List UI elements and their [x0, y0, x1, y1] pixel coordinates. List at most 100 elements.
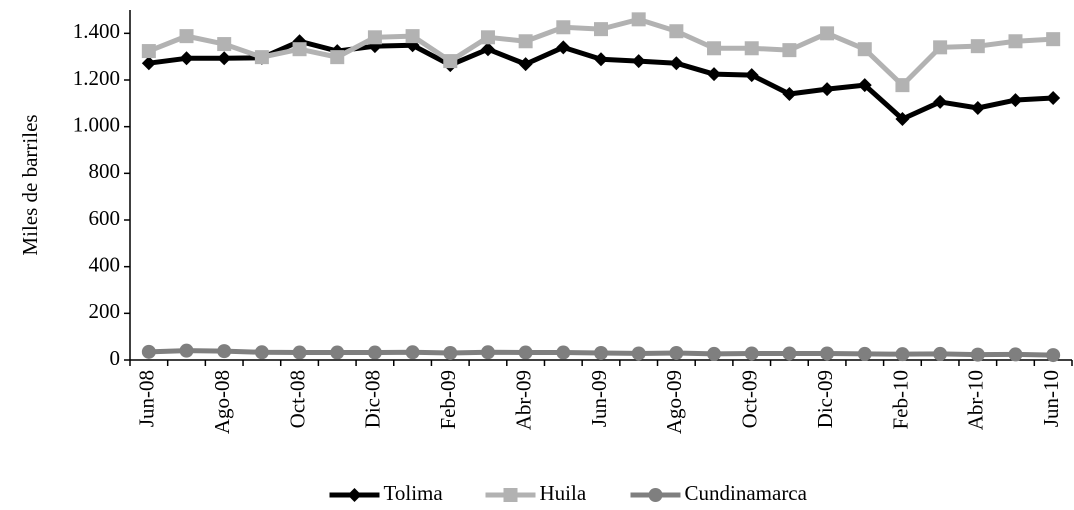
x-tick-label: Dic-09 — [813, 370, 837, 428]
marker — [1008, 347, 1023, 362]
marker — [556, 40, 571, 55]
legend-marker — [347, 488, 362, 502]
marker — [782, 87, 797, 101]
marker — [405, 29, 420, 44]
marker — [669, 346, 684, 360]
marker — [179, 343, 194, 358]
marker — [707, 41, 722, 56]
marker — [217, 51, 232, 66]
y-axis-label: Miles de barriles — [18, 114, 42, 255]
marker — [1008, 34, 1023, 49]
marker — [480, 42, 495, 57]
marker — [1046, 90, 1061, 105]
marker — [744, 41, 759, 56]
legend-label: Cundinamarca — [685, 481, 808, 505]
marker — [443, 346, 458, 360]
marker — [405, 345, 420, 360]
marker — [217, 37, 232, 52]
marker — [707, 67, 722, 82]
x-tick-label: Feb-09 — [436, 370, 460, 430]
marker — [669, 56, 684, 71]
marker — [179, 29, 194, 44]
legend: Tolima Huila Cundinamarca — [329, 481, 808, 505]
marker — [1046, 32, 1061, 47]
marker — [518, 34, 533, 49]
marker — [857, 78, 872, 93]
marker — [820, 82, 835, 97]
marker — [820, 26, 835, 41]
marker — [970, 347, 985, 362]
x-tick-label: Jun-10 — [1039, 370, 1063, 427]
marker — [782, 43, 797, 58]
marker — [330, 345, 345, 360]
x-tick-label: Ago-08 — [210, 370, 234, 434]
marker — [254, 50, 269, 65]
x-tick-label: Oct-08 — [285, 370, 309, 428]
marker — [292, 345, 307, 360]
x-tick-label: Oct-09 — [738, 370, 762, 428]
marker — [518, 345, 533, 360]
marker — [895, 78, 910, 93]
marker — [594, 346, 608, 360]
marker — [443, 54, 458, 69]
marker — [820, 346, 835, 361]
marker — [933, 40, 948, 55]
marker — [556, 20, 571, 35]
legend-label: Tolima — [384, 481, 444, 505]
marker — [141, 344, 156, 359]
marker — [895, 347, 910, 362]
marker — [631, 54, 646, 69]
marker — [141, 44, 156, 59]
marker — [631, 346, 646, 361]
x-tick-label: Abr-10 — [964, 370, 988, 430]
y-tick-label: 1.000 — [73, 112, 120, 136]
x-tick-label: Jun-08 — [135, 370, 159, 427]
marker — [744, 68, 759, 83]
marker — [367, 30, 382, 45]
marker — [594, 22, 608, 37]
marker — [292, 42, 307, 57]
marker — [669, 24, 684, 39]
y-tick-label: 1.400 — [73, 19, 120, 43]
y-tick-label: 400 — [89, 252, 121, 276]
marker — [1046, 348, 1061, 363]
marker — [179, 51, 194, 66]
marker — [330, 50, 345, 65]
marker — [141, 56, 156, 71]
marker — [970, 39, 985, 54]
x-tick-label: Jun-09 — [587, 370, 611, 427]
marker — [594, 52, 608, 67]
marker — [254, 345, 269, 360]
marker — [933, 94, 948, 109]
marker — [518, 57, 533, 72]
marker — [480, 30, 495, 45]
marker — [857, 42, 872, 57]
marker — [480, 345, 495, 360]
marker — [895, 111, 910, 126]
legend-marker — [503, 488, 518, 502]
x-tick-label: Ago-09 — [662, 370, 686, 434]
marker — [782, 346, 797, 361]
marker — [857, 346, 872, 361]
marker — [556, 345, 571, 360]
x-tick-label: Abr-09 — [511, 370, 535, 430]
marker — [367, 345, 382, 360]
marker — [970, 101, 985, 115]
y-tick-label: 800 — [89, 159, 121, 183]
y-tick-label: 1.200 — [73, 66, 120, 90]
marker — [217, 344, 232, 359]
legend-label: Huila — [540, 481, 587, 505]
marker — [933, 346, 948, 361]
marker — [631, 12, 646, 27]
marker — [1008, 93, 1023, 108]
marker — [707, 346, 722, 361]
x-tick-label: Dic-08 — [361, 370, 385, 428]
y-tick-label: 600 — [89, 206, 121, 230]
y-tick-label: 200 — [89, 299, 121, 323]
y-tick-label: 0 — [110, 346, 121, 370]
x-tick-label: Feb-10 — [888, 370, 912, 430]
marker — [744, 346, 759, 361]
legend-marker — [648, 488, 663, 502]
